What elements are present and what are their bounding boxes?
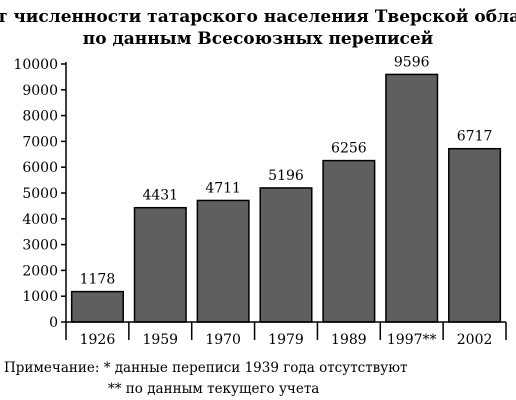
footnote-line-1: Примечание: * данные переписи 1939 года … [4,360,407,376]
y-axis: 0 1000 2000 3000 4000 5000 6000 7000 8000 9000 100… [13,57,67,331]
data-label-1979: 5196 [268,168,304,184]
y-tick-label: 8000 [22,109,58,125]
x-category-label: 1959 [142,332,178,348]
data-label-2002: 6717 [457,129,493,145]
x-category-label: 1997** [387,332,437,348]
chart-title-line-1: Рост численности татарского населения Тв… [0,7,516,27]
x-category-label: 1989 [331,332,367,348]
data-labels: 1178 4431 4711 5196 6256 9596 6717 [80,54,493,287]
x-category-label: 1979 [268,332,304,348]
y-tick-label: 5000 [22,186,58,202]
bar-1926 [70,290,124,323]
y-tick-label: 4000 [22,212,58,228]
bars [70,73,502,323]
footnote-line-2: ** по данным текущего учета [108,381,319,397]
y-tick-label: 9000 [22,83,58,99]
data-label-1970: 4711 [205,180,241,196]
y-tick-label: 2000 [22,263,58,279]
bar-2002 [448,147,502,323]
bar-1979 [259,187,313,323]
data-label-1989: 6256 [331,141,367,157]
x-category-label: 1926 [80,332,116,348]
x-axis: 1926 1959 1970 1979 1989 1997** 2002 [65,321,507,348]
x-category-label: 1970 [205,332,241,348]
x-category-label: 2002 [457,332,493,348]
data-label-1959: 4431 [142,188,178,204]
y-tick-label: 1000 [22,289,58,305]
data-label-1926: 1178 [80,272,116,288]
y-tick-label: 0 [49,315,58,331]
y-tick-label: 3000 [22,238,58,254]
data-label-1997: 9596 [394,54,430,70]
y-tick-label: 6000 [22,160,58,176]
y-tick-label: 7000 [22,134,58,150]
bar-1970 [196,199,250,323]
bar-1997 [385,73,439,323]
chart-title-line-2: по данным Всесоюзных переписей [83,29,434,49]
bar-1959 [133,206,187,323]
bar-1989 [322,159,376,323]
y-tick-label: 10000 [13,57,58,73]
